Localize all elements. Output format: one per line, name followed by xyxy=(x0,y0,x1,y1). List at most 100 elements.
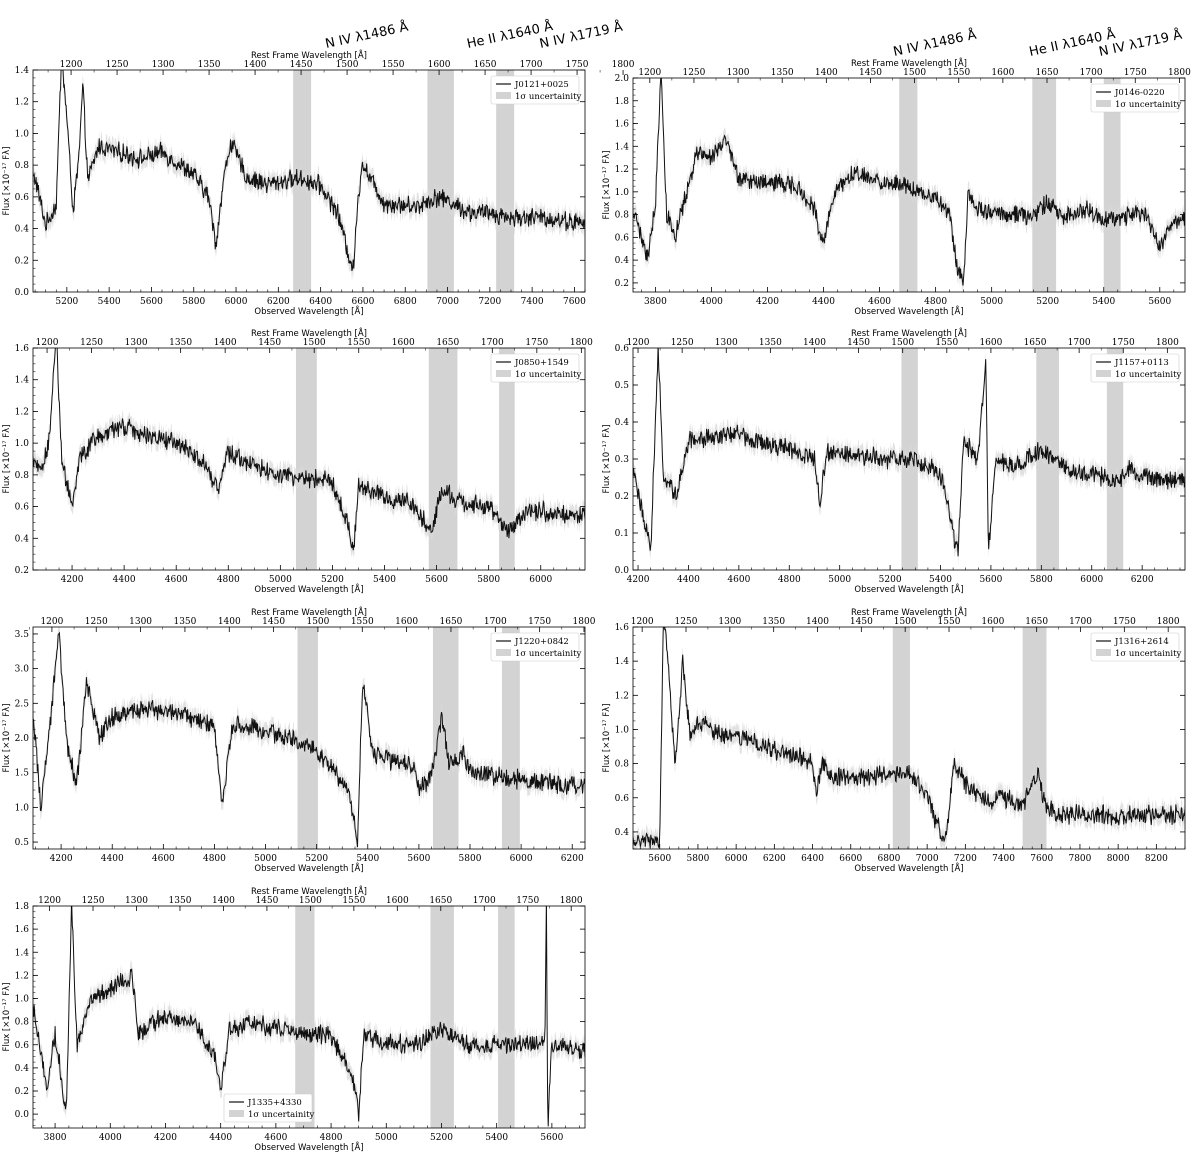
top-tick-label: 1750 xyxy=(1124,68,1147,78)
legend: J0121+0025 1σ uncertainity xyxy=(490,75,582,105)
legend-object-name: J0146-0220 xyxy=(1114,88,1165,98)
y-tick-label: 1.4 xyxy=(615,142,630,152)
legend-band-swatch xyxy=(496,92,511,99)
x-tick-label: 5400 xyxy=(1092,297,1115,307)
x-tick-label: 3800 xyxy=(644,297,667,307)
spectrum-panel-j0146-0220: 3800 4000 4200 4400 4600 4800 5000 5200 5400 5600… xyxy=(602,26,1191,317)
x-tick-label: 4800 xyxy=(217,575,240,585)
top-tick-label: 1800 xyxy=(570,338,593,348)
y-axis-label: Flux [×10⁻¹⁷ Fλ] xyxy=(602,151,612,220)
x-tick-label: 4400 xyxy=(113,575,136,585)
y-tick-label: 0.8 xyxy=(15,161,30,171)
y-tick-label: 1.0 xyxy=(615,188,630,198)
y-tick-label: 1.0 xyxy=(15,439,30,449)
x-tick-label: 5000 xyxy=(254,854,277,864)
top-tick-label: 1500 xyxy=(894,617,917,627)
y-tick-label: 0.2 xyxy=(615,492,629,502)
x-tick-label: 5200 xyxy=(430,1133,453,1143)
x-tick-label: 7000 xyxy=(916,854,939,864)
top-tick-label: 1250 xyxy=(82,896,105,906)
legend-uncertainty-label: 1σ uncertainity xyxy=(515,649,582,659)
x-tick-label: 8200 xyxy=(1145,854,1168,864)
top-tick-label: 1200 xyxy=(38,896,61,906)
legend-object-name: J0850+1549 xyxy=(514,358,569,368)
x-axis-label: Observed Wavelength [Å] xyxy=(854,583,963,595)
line-label: N IV λ1486 Å xyxy=(892,27,978,60)
top-tick-label: 1650 xyxy=(429,896,452,906)
top-tick-label: 1400 xyxy=(218,617,241,627)
y-tick-label: 1.2 xyxy=(15,971,29,981)
shaded-line-region xyxy=(1106,348,1124,570)
x-tick-label: 5600 xyxy=(979,575,1002,585)
top-tick-label: 1450 xyxy=(255,896,278,906)
y-tick-label: 0.4 xyxy=(15,534,30,544)
shaded-line-region xyxy=(427,70,454,292)
x-tick-label: 7600 xyxy=(1030,854,1053,864)
x-tick-label: 5800 xyxy=(477,575,500,585)
x-tick-label: 5200 xyxy=(305,854,328,864)
y-tick-label: 0.0 xyxy=(615,566,630,576)
y-tick-label: 0.2 xyxy=(15,566,29,576)
x-axis-label: Observed Wavelength [Å] xyxy=(254,1141,363,1153)
top-tick-label: 1550 xyxy=(938,617,961,627)
spectrum-panel-j0121+0025: 5200 5400 5600 5800 6000 6200 6400 6600 6800 7000… xyxy=(2,18,635,317)
top-tick-label: 1350 xyxy=(198,60,221,70)
top-tick-label: 1500 xyxy=(891,338,914,348)
y-tick-label: 0.4 xyxy=(615,256,630,266)
top-tick-label: 1700 xyxy=(473,896,496,906)
top-tick-label: 1500 xyxy=(299,896,322,906)
top-tick-label: 1550 xyxy=(382,60,405,70)
top-tick-label: 1350 xyxy=(169,896,192,906)
y-axis-label: Flux [×10⁻¹⁷ Fλ] xyxy=(2,983,12,1052)
x-tick-label: 5400 xyxy=(373,575,396,585)
x-tick-label: 7400 xyxy=(521,297,544,307)
top-tick-label: 1650 xyxy=(440,617,463,627)
top-tick-label: 1750 xyxy=(1112,338,1135,348)
y-tick-label: 1.4 xyxy=(615,657,630,667)
top-tick-label: 1750 xyxy=(525,338,548,348)
top-tick-label: 1700 xyxy=(520,60,543,70)
y-tick-label: 0.2 xyxy=(615,279,629,289)
top-tick-label: 1450 xyxy=(290,60,313,70)
spectrum-panel-j1316+2614: 5600 5800 6000 6200 6400 6600 6800 7000 7200 7400… xyxy=(602,606,1186,874)
top-tick-label: 1750 xyxy=(528,617,551,627)
top-tick-label: 1400 xyxy=(806,617,829,627)
x-tick-label: 4600 xyxy=(264,1133,287,1143)
x-axis-label: Observed Wavelength [Å] xyxy=(854,862,963,874)
legend: J1220+0842 1σ uncertainity xyxy=(490,632,582,662)
x-tick-label: 5600 xyxy=(425,575,448,585)
x-tick-label: 4200 xyxy=(154,1133,177,1143)
y-tick-label: 1.8 xyxy=(15,902,30,912)
x-axis-label: Observed Wavelength [Å] xyxy=(254,862,363,874)
top-tick-label: 1250 xyxy=(80,338,103,348)
y-tick-label: 1.2 xyxy=(615,691,629,701)
top-tick-label: 1200 xyxy=(631,617,654,627)
x-tick-label: 6000 xyxy=(529,575,552,585)
top-tick-label: 1550 xyxy=(935,338,958,348)
y-tick-label: 1.5 xyxy=(15,769,30,779)
legend-object-name: J1157+0113 xyxy=(1114,358,1169,368)
top-tick-label: 1650 xyxy=(1024,338,1047,348)
y-tick-label: 1.0 xyxy=(15,803,30,813)
top-tick-label: 1800 xyxy=(1156,338,1179,348)
top-tick-label: 1600 xyxy=(392,338,415,348)
y-tick-label: 0.4 xyxy=(15,1064,30,1074)
top-tick-label: 1700 xyxy=(1068,338,1091,348)
x-tick-label: 5800 xyxy=(459,854,482,864)
legend-uncertainty-label: 1σ uncertainity xyxy=(1115,370,1182,380)
top-axis-label: Rest Frame Wavelength [Å] xyxy=(251,606,367,618)
x-tick-label: 4800 xyxy=(924,297,947,307)
y-tick-label: 1.4 xyxy=(15,66,30,76)
y-tick-label: 1.6 xyxy=(15,344,30,354)
y-tick-label: 0.5 xyxy=(15,838,30,848)
legend: J1335+4330 1σ uncertainity xyxy=(223,1093,315,1123)
y-tick-label: 0.0 xyxy=(15,1110,30,1120)
top-tick-label: 1600 xyxy=(395,617,418,627)
x-tick-label: 4400 xyxy=(812,297,835,307)
x-axis-label: Observed Wavelength [Å] xyxy=(254,305,363,317)
x-tick-label: 4600 xyxy=(165,575,188,585)
x-tick-label: 5600 xyxy=(540,1133,563,1143)
top-tick-label: 1350 xyxy=(169,338,192,348)
y-axis-label: Flux [×10⁻¹⁷ Fλ] xyxy=(602,704,612,773)
top-axis-label: Rest Frame Wavelength [Å] xyxy=(251,885,367,897)
